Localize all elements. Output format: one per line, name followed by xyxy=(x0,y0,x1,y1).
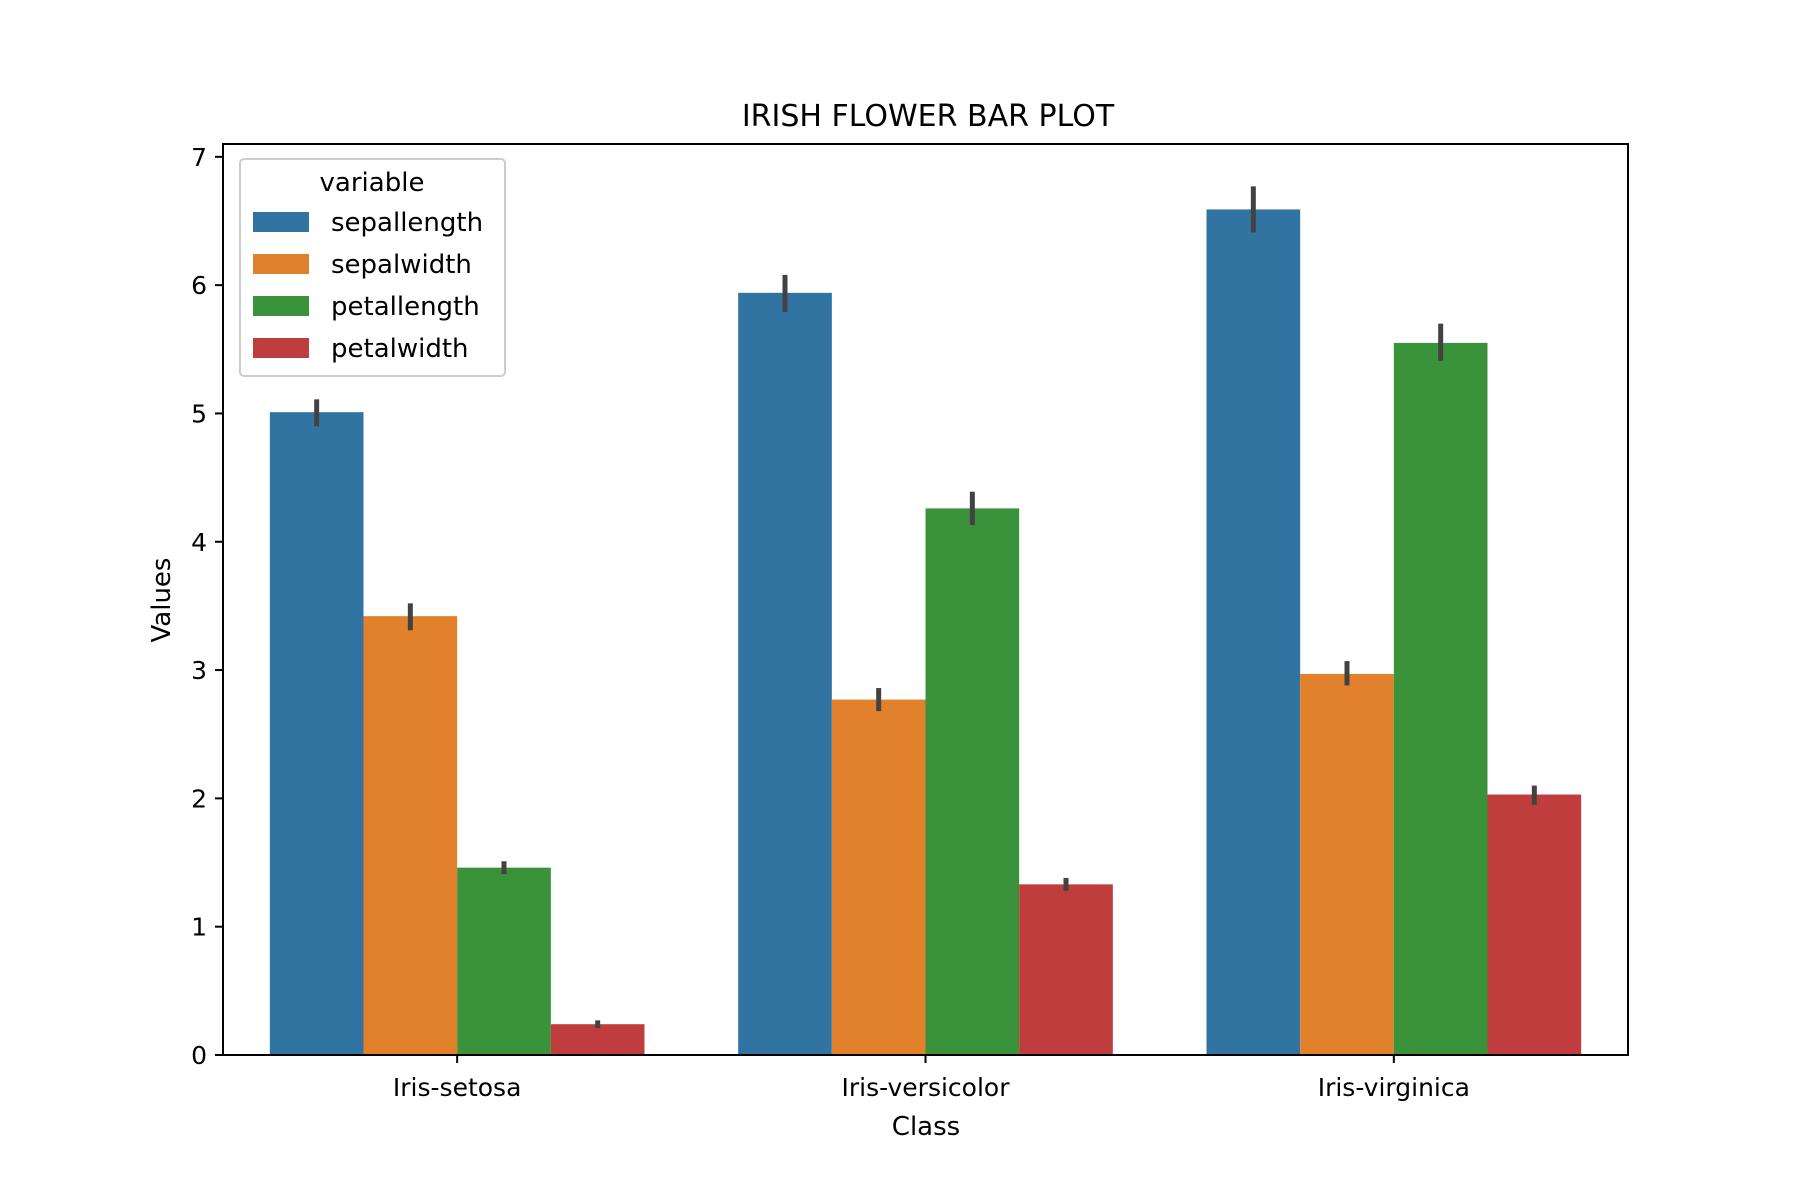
bar-petalwidth-iris-versicolor xyxy=(1019,884,1113,1055)
y-tick-label: 3 xyxy=(191,656,207,685)
legend-swatch-petalwidth xyxy=(253,338,309,358)
legend-title: variable xyxy=(320,168,425,198)
legend: variable sepallength sepalwidth petallengt… xyxy=(239,158,506,377)
y-tick-label: 5 xyxy=(191,399,207,428)
legend-swatch-sepallength xyxy=(253,212,309,232)
y-tick-label: 1 xyxy=(191,913,207,942)
x-tick-label: Iris-setosa xyxy=(393,1073,522,1102)
bar-petalwidth-iris-virginica xyxy=(1487,794,1582,1055)
bar-petalwidth-iris-setosa xyxy=(550,1024,645,1055)
y-axis-label: Values xyxy=(147,558,177,643)
bar-sepalwidth-iris-versicolor xyxy=(831,699,926,1055)
axes-frame xyxy=(222,143,1629,1056)
y-tick-label: 0 xyxy=(191,1041,207,1070)
bar-petallength-iris-setosa xyxy=(457,867,551,1055)
x-tick-label: Iris-virginica xyxy=(1318,1073,1470,1102)
bar-sepallength-iris-virginica xyxy=(1206,209,1301,1055)
y-tick-label: 4 xyxy=(191,528,207,557)
chart-title: IRISH FLOWER BAR PLOT xyxy=(742,99,1115,134)
bar-petallength-iris-versicolor xyxy=(925,508,1020,1055)
bar-sepallength-iris-versicolor xyxy=(738,292,832,1055)
bar-sepalwidth-iris-setosa xyxy=(363,616,458,1055)
y-tick-label: 7 xyxy=(191,143,207,172)
bar-petallength-iris-virginica xyxy=(1393,342,1488,1056)
x-tick-label: Iris-versicolor xyxy=(842,1073,1011,1102)
legend-swatch-sepalwidth xyxy=(253,254,309,274)
x-axis-label: Class xyxy=(892,1112,960,1142)
bar-sepalwidth-iris-virginica xyxy=(1300,673,1394,1055)
legend-label-sepallength: sepallength xyxy=(331,208,483,238)
y-tick-label: 6 xyxy=(191,271,207,300)
legend-label-petallength: petallength xyxy=(331,292,480,322)
bar-sepallength-iris-setosa xyxy=(269,412,364,1055)
plot-area: 0 1 2 3 4 5 6 7 Iris-setosa Iris-versicolor Iris-v… xyxy=(191,143,1582,1102)
legend-label-petalwidth: petalwidth xyxy=(331,334,469,364)
legend-label-sepalwidth: sepalwidth xyxy=(331,250,472,280)
legend-swatch-petallength xyxy=(253,296,309,316)
y-tick-label: 2 xyxy=(191,784,207,813)
